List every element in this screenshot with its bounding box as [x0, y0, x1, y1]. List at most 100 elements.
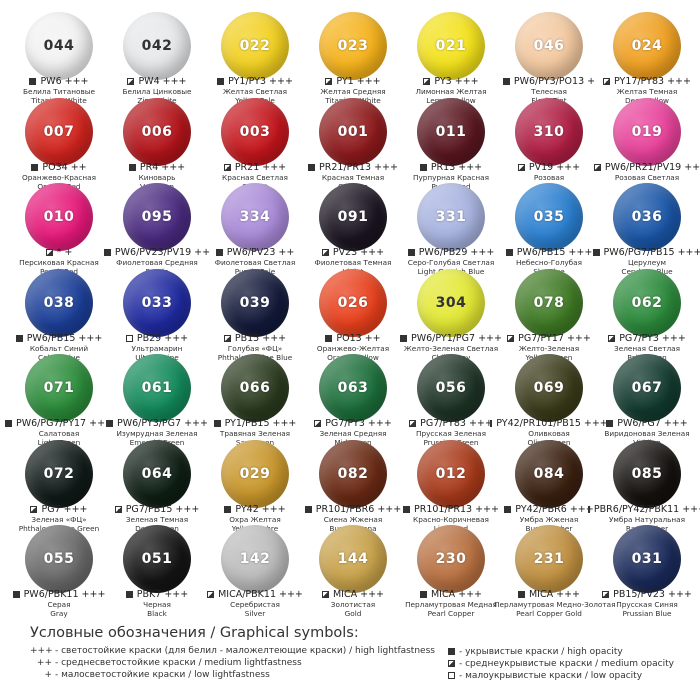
paint-swatch: 021: [417, 12, 485, 80]
pigment-line: PG7/PY83 +++: [396, 418, 506, 429]
name-russian: Церулеум: [627, 258, 667, 267]
pigment-line: PW6/PV23 ++: [200, 247, 310, 258]
name-russian: Умбра Натуральная: [608, 514, 686, 524]
legend-medium-lightfastness: ++ - среднесветостойкие краски / medium l…: [30, 657, 435, 669]
pigment-line: PR21/PR13 +++: [298, 162, 408, 173]
opacity-full-icon: [215, 249, 223, 256]
pigment-code: MICA +++: [332, 589, 385, 600]
paint-swatch: 084: [515, 439, 583, 508]
opacity-full-icon: [31, 163, 39, 171]
name-russian: Розовая: [533, 172, 565, 182]
pigment-line: PW6/PR21/PV19 ++: [592, 162, 700, 173]
pigment-line: PW6/PY3/PG7 +++: [102, 418, 212, 429]
pigment-line: PY42/PBR6 +++: [494, 504, 604, 515]
pigment-code: PY42 +++: [235, 503, 286, 515]
pigment-code: PY1/PY3 +++: [228, 76, 293, 87]
swatch-labels: MICA +++ Перламутровая Медная Pearl Copper: [396, 589, 506, 618]
name-russian: Золотистая: [330, 600, 376, 609]
pigment-code: PW6/PY3/PO13 +: [513, 76, 596, 87]
opacity-full-icon: [490, 420, 493, 427]
lightfastness-legend: +++ - светостойкие краски (для белил - ма…: [30, 645, 435, 681]
pigment-line: PY1/PB15 +++: [200, 418, 310, 429]
pigment-code: PBK7 +++: [136, 589, 189, 600]
legend-high-opacity: - укрывистые краски / high opacity: [448, 646, 674, 658]
pigment-line: PW6/PBK11 +++: [4, 589, 114, 600]
pigment-code: PG7/PY3 +++: [325, 418, 392, 429]
name-russian: Умбра Жженая: [519, 514, 579, 524]
opacity-full-icon: [419, 591, 427, 598]
swatch-labels: MICA +++ Золотистая Gold: [298, 589, 408, 618]
paint-swatch: 044: [25, 12, 93, 80]
paint-swatch: 026: [319, 268, 387, 337]
name-russian: Травяная Зеленая: [219, 429, 291, 438]
paint-swatch: 022: [221, 12, 289, 80]
paint-swatch: 061: [123, 354, 191, 422]
opacity-full-icon: [403, 505, 410, 513]
name-russian: Зеленая Светлая: [614, 343, 680, 353]
opacity-full-icon: [400, 334, 407, 342]
name-english: Pearl Copper: [427, 609, 475, 618]
name-russian: Желто-Зеленая Светлая: [403, 343, 499, 353]
pigment-line: PG7/PB15 +++: [102, 504, 212, 515]
name-russian: Желтая Светлая: [222, 87, 288, 96]
color-number: 026: [337, 294, 369, 311]
color-number: 055: [43, 551, 75, 567]
pigment-code: PW6/PR21/PV19 ++: [604, 161, 700, 173]
color-number: 069: [533, 380, 565, 396]
name-russian: Зеленая Темная: [125, 514, 189, 524]
paint-swatch: 019: [613, 97, 681, 166]
pigment-code: PG7/PY3 +++: [619, 332, 686, 344]
swatch-card: 051 PBK7 +++ Черная Black: [108, 523, 206, 618]
name-russian: Салатовая: [38, 429, 80, 438]
opacity-medium-icon: [314, 420, 322, 427]
pigment-line: PO34 ++: [4, 162, 114, 173]
pigment-line: PY1 +++: [298, 76, 408, 87]
pigment-line: MICA +++: [494, 589, 604, 600]
pigment-line: PR101/PBR6 +++: [298, 504, 408, 515]
pigment-line: PBK7 +++: [102, 589, 212, 600]
legend-text: - среднеукрывистые краски / medium opaci…: [459, 659, 674, 669]
paint-swatch: 064: [123, 439, 191, 508]
pigment-code: PR101/PBR6 +++: [315, 503, 402, 515]
color-number: 230: [435, 551, 467, 567]
paint-swatch: 042: [123, 12, 191, 80]
pigment-code: PW6 +++: [40, 76, 89, 87]
color-number: 031: [631, 551, 663, 567]
pigment-code: PBR6/PY42/PBK11 +++: [593, 503, 700, 515]
name-english: Prussian Blue: [622, 609, 672, 618]
pigment-code: PR13 +++: [430, 161, 483, 173]
color-number: 019: [631, 123, 663, 140]
name-russian: Розовая Светлая: [614, 172, 680, 182]
opacity-medium-icon: [45, 249, 53, 256]
pigment-line: PY42/PR101/PB15 +++: [490, 418, 608, 429]
paint-swatch: 304: [417, 268, 485, 337]
legend-medium-opacity: - среднеукрывистые краски / medium opaci…: [448, 658, 674, 670]
color-number: 010: [43, 209, 75, 225]
swatch-card: 144 MICA +++ Золотистая Gold: [304, 523, 402, 618]
opacity-full-icon: [325, 334, 333, 342]
pigment-code: PY17/PY83 +++: [614, 76, 691, 87]
name-russian: Виридоновая Зеленая: [604, 429, 690, 438]
swatch-labels: PBK7 +++ Черная Black: [102, 589, 212, 618]
name-russian: Оранжево-Желтая: [316, 343, 390, 353]
color-number: 024: [631, 38, 663, 54]
opacity-full-icon: [308, 163, 316, 171]
pigment-code: PY42/PBR6 +++: [515, 503, 594, 515]
opacity-medium-icon: [223, 334, 231, 342]
pigment-line: PW6/PG7/PB15 +++: [592, 247, 700, 258]
pigment-line: PW6/PB15 +++: [4, 333, 114, 344]
paint-swatch: 001: [319, 97, 387, 166]
